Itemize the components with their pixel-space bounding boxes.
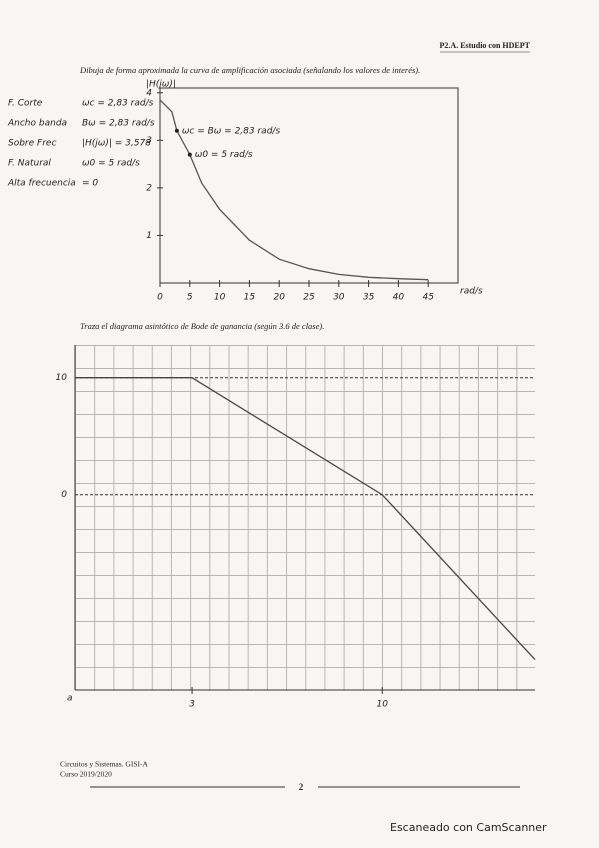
annotation-point (174, 128, 179, 133)
x-tick-label: 15 (244, 293, 256, 303)
instruction: Dibuja de forma aproximada la curva de a… (79, 65, 420, 75)
plot-frame (159, 87, 459, 284)
y-tick-label: 1 (146, 231, 152, 241)
origin-label: a (67, 694, 73, 704)
y-tick-label: 0 (61, 490, 67, 500)
note-value: Bω = 2,83 rad/s (82, 119, 155, 129)
y-tick-label: 2 (146, 183, 152, 193)
note-label: F. Corte (8, 99, 43, 109)
x-tick-label: 3 (189, 700, 195, 710)
x-tick-label: 20 (273, 293, 285, 303)
x-tick-label: 10 (377, 700, 389, 710)
curve (75, 377, 536, 661)
note-value: |H(jω)| = 3,578 (82, 139, 151, 149)
x-tick-label: 5 (187, 293, 193, 303)
note-label: Ancho banda (7, 119, 67, 129)
x-tick-label: 45 (422, 293, 434, 303)
note-value: = 0 (82, 179, 98, 189)
header-tag: P2.A. Estudio con HDEPT (440, 41, 531, 50)
annotation: ω0 = 5 rad/s (195, 150, 253, 160)
note-value: ωc = 2,83 rad/s (82, 99, 154, 109)
note-label: Sobre Frec (8, 139, 56, 149)
y-axis-label: |H(jω)| (146, 80, 176, 90)
note-value: ω0 = 5 rad/s (82, 159, 140, 169)
page-number: 2 (299, 782, 304, 792)
x-tick-label: 10 (214, 293, 226, 303)
note-label: F. Natural (8, 159, 51, 169)
annotation: ωc = Bω = 2,83 rad/s (182, 126, 281, 136)
y-tick-label: 10 (56, 373, 68, 383)
instruction: Traza el diagrama asintótico de Bode de … (80, 321, 324, 331)
annotation-point (187, 152, 192, 157)
x-tick-label: 35 (363, 293, 375, 303)
x-tick-label: 40 (393, 293, 405, 303)
x-axis-label: rad/s (460, 287, 483, 297)
footer-year: Curso 2019/2020 (60, 770, 112, 779)
x-tick-label: 30 (333, 293, 345, 303)
x-tick-label: 25 (303, 293, 315, 303)
x-tick-label: 0 (157, 293, 163, 303)
graph-paper (75, 345, 535, 690)
y-tick-label: 4 (146, 88, 152, 98)
y-tick-label: 3 (146, 136, 152, 146)
note-label: Alta frecuencia (7, 179, 76, 189)
footer-course: Circuitos y Sistemas. GISI-A (60, 760, 148, 769)
scanner-mark: Escaneado con CamScanner (390, 821, 547, 834)
